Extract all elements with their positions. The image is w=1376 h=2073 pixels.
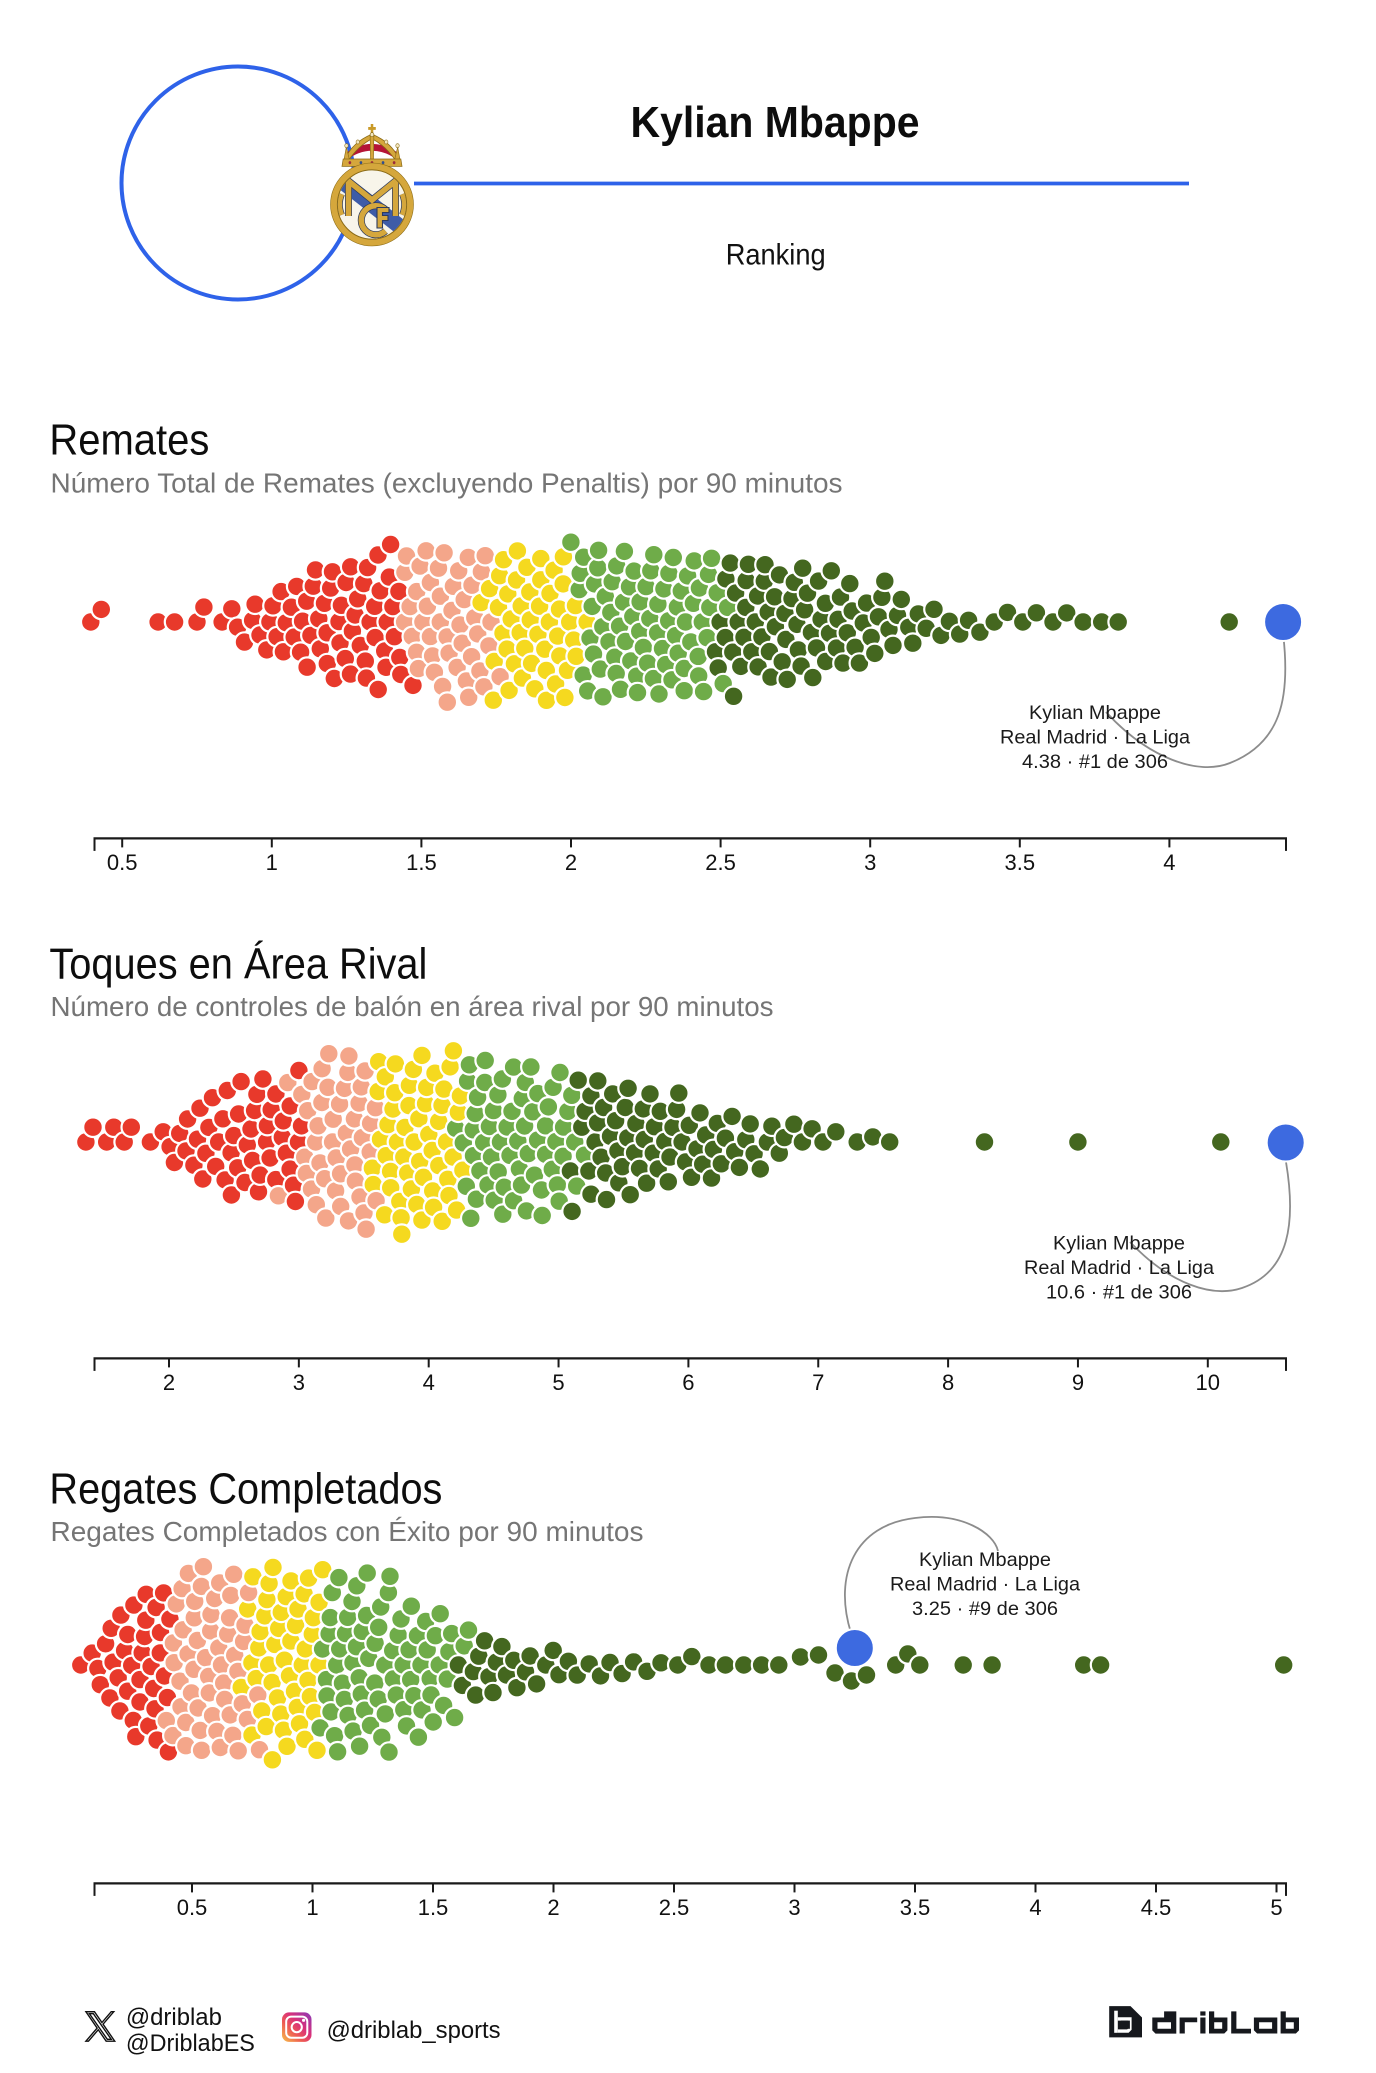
svg-text:10: 10: [1196, 1370, 1220, 1395]
svg-text:2.5: 2.5: [705, 850, 736, 875]
svg-text:3: 3: [788, 1895, 800, 1920]
svg-text:Real Madrid · La Liga: Real Madrid · La Liga: [1024, 1257, 1214, 1279]
svg-text:4: 4: [423, 1370, 435, 1395]
svg-text:Ranking: Ranking: [726, 239, 826, 272]
svg-text:2: 2: [565, 850, 577, 875]
svg-text:0.5: 0.5: [107, 850, 138, 875]
svg-text:Regates Completados con Éxito: Regates Completados con Éxito por 90 min…: [51, 1516, 644, 1547]
svg-text:1.5: 1.5: [406, 850, 437, 875]
svg-text:4.38 · #1 de 306: 4.38 · #1 de 306: [1022, 751, 1168, 773]
svg-text:Toques en Área Rival: Toques en Área Rival: [49, 939, 427, 988]
svg-text:6: 6: [682, 1370, 694, 1395]
svg-text:Número Total de Remates (exclu: Número Total de Remates (excluyendo Pena…: [51, 467, 843, 498]
svg-text:3.5: 3.5: [900, 1895, 931, 1920]
svg-text:Real Madrid · La Liga: Real Madrid · La Liga: [890, 1574, 1080, 1596]
svg-text:Kylian Mbappe: Kylian Mbappe: [631, 98, 920, 147]
svg-text:2: 2: [163, 1370, 175, 1395]
svg-text:5: 5: [552, 1370, 564, 1395]
svg-text:3: 3: [293, 1370, 305, 1395]
svg-text:Kylian Mbappe: Kylian Mbappe: [919, 1549, 1051, 1571]
svg-text:3.25 · #9 de 306: 3.25 · #9 de 306: [912, 1598, 1058, 1620]
svg-text:Regates Completados: Regates Completados: [49, 1465, 442, 1514]
svg-text:Remates: Remates: [49, 416, 209, 465]
svg-text:@DriblabES: @DriblabES: [126, 2030, 255, 2057]
svg-text:1: 1: [266, 850, 278, 875]
svg-text:4: 4: [1029, 1895, 1041, 1920]
svg-text:4.5: 4.5: [1141, 1895, 1172, 1920]
svg-text:3: 3: [864, 850, 876, 875]
svg-text:10.6 · #1 de 306: 10.6 · #1 de 306: [1046, 1282, 1192, 1304]
svg-text:@driblab: @driblab: [126, 2004, 222, 2031]
svg-text:Número de controles de balón e: Número de controles de balón en área riv…: [51, 991, 774, 1022]
svg-text:0.5: 0.5: [177, 1895, 208, 1920]
svg-text:7: 7: [812, 1370, 824, 1395]
svg-text:Real Madrid · La Liga: Real Madrid · La Liga: [1000, 727, 1190, 749]
svg-text:3.5: 3.5: [1005, 850, 1036, 875]
svg-text:8: 8: [942, 1370, 954, 1395]
svg-text:2: 2: [547, 1895, 559, 1920]
svg-text:1.5: 1.5: [418, 1895, 449, 1920]
svg-text:9: 9: [1072, 1370, 1084, 1395]
svg-text:Kylian Mbappe: Kylian Mbappe: [1029, 702, 1161, 724]
svg-text:1: 1: [306, 1895, 318, 1920]
svg-text:2.5: 2.5: [659, 1895, 690, 1920]
svg-text:Kylian Mbappe: Kylian Mbappe: [1053, 1233, 1185, 1255]
svg-text:5: 5: [1270, 1895, 1282, 1920]
svg-text:@driblab_sports: @driblab_sports: [327, 2017, 501, 2044]
svg-text:4: 4: [1163, 850, 1175, 875]
